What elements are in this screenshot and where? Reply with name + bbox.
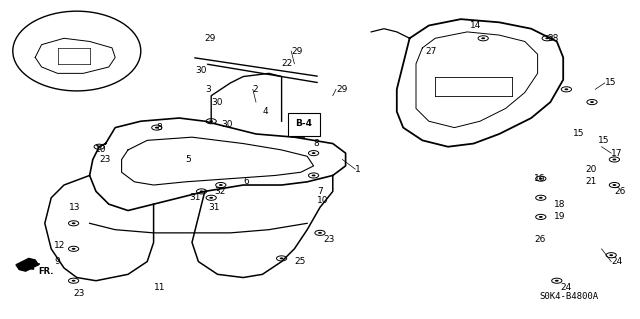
Circle shape xyxy=(564,88,568,90)
Text: 13: 13 xyxy=(69,203,81,212)
Circle shape xyxy=(200,190,204,192)
FancyBboxPatch shape xyxy=(288,113,320,136)
Polygon shape xyxy=(16,258,38,271)
Text: 24: 24 xyxy=(611,257,623,266)
Circle shape xyxy=(539,216,543,218)
Text: 3: 3 xyxy=(205,85,211,94)
Text: 29: 29 xyxy=(205,34,216,43)
Text: B-4: B-4 xyxy=(296,119,312,128)
Text: 10: 10 xyxy=(95,145,106,154)
Text: 5: 5 xyxy=(186,155,191,164)
Text: FR.: FR. xyxy=(38,267,54,276)
Text: 29: 29 xyxy=(336,85,348,94)
Text: 23: 23 xyxy=(74,289,85,298)
Circle shape xyxy=(72,280,76,282)
Text: 20: 20 xyxy=(586,165,597,174)
Text: 1: 1 xyxy=(355,165,361,174)
Text: 15: 15 xyxy=(598,136,610,145)
Text: 28: 28 xyxy=(547,34,559,43)
Text: 26: 26 xyxy=(534,235,546,244)
Text: S0K4-B4800A: S0K4-B4800A xyxy=(540,293,598,301)
Text: 23: 23 xyxy=(323,235,335,244)
Circle shape xyxy=(72,222,76,224)
Circle shape xyxy=(481,37,485,39)
Text: 30: 30 xyxy=(211,98,223,107)
Circle shape xyxy=(72,248,76,250)
Circle shape xyxy=(312,152,316,154)
Circle shape xyxy=(555,280,559,282)
Text: 27: 27 xyxy=(426,47,437,56)
Text: 12: 12 xyxy=(54,241,66,250)
Text: 23: 23 xyxy=(99,155,111,164)
Circle shape xyxy=(609,254,613,256)
Circle shape xyxy=(539,178,543,180)
Text: 8: 8 xyxy=(314,139,319,148)
Text: 26: 26 xyxy=(614,187,626,196)
Ellipse shape xyxy=(13,11,141,91)
Circle shape xyxy=(219,184,223,186)
Text: 17: 17 xyxy=(611,149,623,158)
Text: 16: 16 xyxy=(534,174,546,183)
Text: 11: 11 xyxy=(154,283,165,292)
Text: 25: 25 xyxy=(294,257,306,266)
Circle shape xyxy=(612,159,616,160)
Circle shape xyxy=(539,197,543,199)
Text: 31: 31 xyxy=(208,203,220,212)
Circle shape xyxy=(209,197,213,199)
Text: 14: 14 xyxy=(470,21,482,30)
Text: 2: 2 xyxy=(253,85,259,94)
Text: 32: 32 xyxy=(214,187,226,196)
Text: 15: 15 xyxy=(605,78,616,87)
Text: 29: 29 xyxy=(291,47,303,56)
Circle shape xyxy=(280,257,284,259)
Text: 22: 22 xyxy=(282,59,293,68)
Circle shape xyxy=(209,120,213,122)
Text: 9: 9 xyxy=(54,257,60,266)
Text: 21: 21 xyxy=(586,177,597,186)
Text: 24: 24 xyxy=(560,283,572,292)
Circle shape xyxy=(590,101,594,103)
Circle shape xyxy=(155,127,159,129)
Text: 15: 15 xyxy=(573,130,584,138)
Text: 6: 6 xyxy=(243,177,249,186)
Text: 4: 4 xyxy=(262,107,268,116)
Text: 18: 18 xyxy=(554,200,565,209)
Circle shape xyxy=(312,174,316,176)
Text: 19: 19 xyxy=(554,212,565,221)
Circle shape xyxy=(318,232,322,234)
Text: 30: 30 xyxy=(221,120,232,129)
Circle shape xyxy=(612,184,616,186)
Circle shape xyxy=(97,146,101,148)
Text: 8: 8 xyxy=(157,123,163,132)
Circle shape xyxy=(545,37,549,39)
Text: 7: 7 xyxy=(317,187,323,196)
Text: 30: 30 xyxy=(195,66,207,75)
Text: 31: 31 xyxy=(189,193,200,202)
Text: 10: 10 xyxy=(317,197,328,205)
